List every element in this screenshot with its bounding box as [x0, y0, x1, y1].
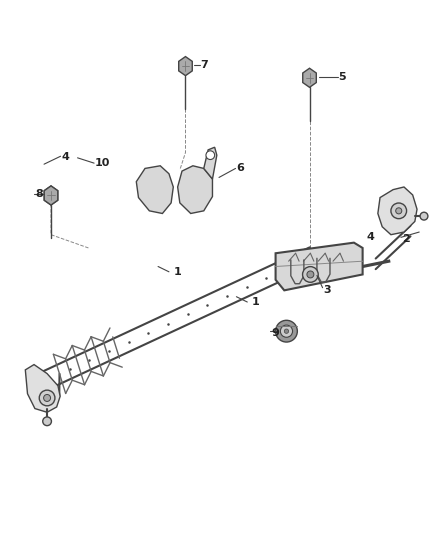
Text: 9: 9 [271, 328, 279, 338]
Circle shape [39, 390, 55, 406]
Polygon shape [303, 68, 316, 87]
Polygon shape [378, 187, 417, 235]
Polygon shape [25, 365, 60, 413]
Circle shape [44, 394, 50, 401]
Circle shape [43, 417, 51, 426]
Circle shape [206, 151, 215, 159]
Text: 4: 4 [367, 232, 375, 242]
Circle shape [420, 212, 428, 220]
Circle shape [284, 329, 289, 333]
Circle shape [391, 203, 406, 219]
Text: 1: 1 [252, 297, 259, 307]
Polygon shape [44, 186, 58, 205]
Polygon shape [178, 166, 212, 214]
Circle shape [276, 320, 297, 342]
Circle shape [396, 208, 402, 214]
Circle shape [280, 325, 293, 337]
Text: 1: 1 [173, 267, 181, 277]
Text: 10: 10 [95, 158, 110, 168]
Polygon shape [179, 56, 192, 76]
Text: 7: 7 [201, 60, 208, 70]
Polygon shape [276, 243, 363, 290]
Text: 3: 3 [323, 285, 331, 295]
Polygon shape [136, 166, 173, 214]
Polygon shape [204, 147, 217, 179]
Text: 5: 5 [339, 72, 346, 82]
Circle shape [307, 271, 314, 278]
Polygon shape [44, 186, 58, 205]
Text: 6: 6 [237, 164, 244, 173]
Text: 8: 8 [35, 189, 42, 199]
Text: 2: 2 [402, 234, 410, 244]
Circle shape [303, 266, 318, 282]
Text: 4: 4 [61, 152, 69, 162]
